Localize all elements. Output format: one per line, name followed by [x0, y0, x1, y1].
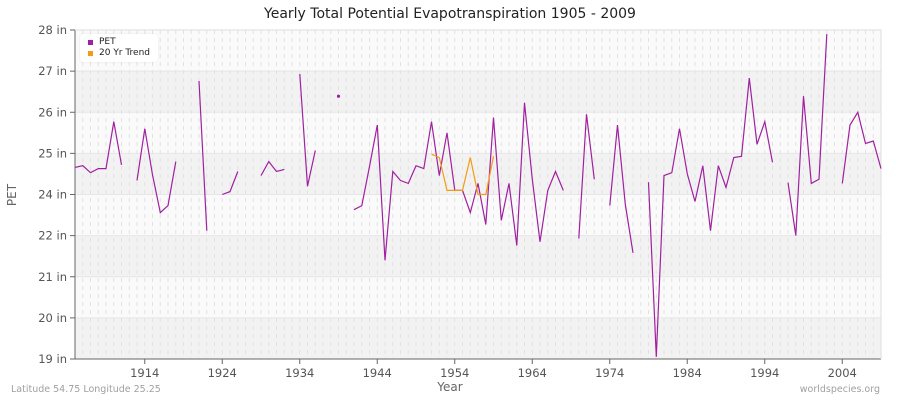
trend-swatch-icon: [88, 51, 93, 56]
pet-line-segment: [136, 128, 177, 214]
y-tick-label: 27 in: [38, 64, 67, 78]
x-axis-title: Year: [437, 380, 463, 394]
pet-line-segment: [222, 171, 239, 196]
vertical-gridlines: [74, 30, 882, 359]
legend-label-trend: 20 Yr Trend: [99, 48, 151, 58]
trend-line: [431, 153, 495, 196]
y-tick-label: 28 in: [38, 23, 67, 37]
x-tick-label: 1984: [673, 366, 702, 380]
legend-label-pet: PET: [99, 37, 116, 47]
chart-title: Yearly Total Potential Evapotranspiratio…: [264, 6, 636, 22]
x-tick-label: 1924: [208, 366, 237, 380]
trend-series-line: [431, 153, 495, 196]
y-tick-label: 19 in: [38, 352, 67, 366]
background-band: [75, 71, 881, 113]
location-caption: Latitude 54.75 Longitude 25.25: [11, 384, 161, 395]
pet-swatch-icon: [88, 40, 93, 45]
pet-line-segment: [198, 80, 208, 231]
x-tick-label: 2004: [828, 366, 857, 380]
y-tick-label: 21 in: [38, 270, 67, 284]
pet-line-segment: [787, 34, 828, 236]
pet-line-segment: [260, 160, 285, 176]
y-tick-label: 24 in: [38, 188, 67, 202]
x-tick-label: 1964: [518, 366, 547, 380]
pet-line-segment: [299, 73, 316, 187]
y-axis-title: PET: [5, 183, 19, 207]
x-tick-label: 1954: [440, 366, 469, 380]
x-tick-label: 1994: [750, 366, 779, 380]
x-axis-ticks: 1914 1924 1934 1944 1954 1964 1974 1984 1994 2004: [130, 359, 857, 380]
y-tick-label: 20 in: [38, 311, 67, 325]
pet-line-segment: [578, 114, 595, 239]
x-tick-label: 1914: [130, 366, 159, 380]
y-tick-label: 26 in: [38, 105, 67, 119]
pet-line-segment: [609, 124, 634, 253]
pet-line-segment: [647, 78, 774, 357]
y-tick-label: 22 in: [38, 229, 67, 243]
x-tick-label: 1974: [595, 366, 624, 380]
source-caption: worldspecies.org: [799, 384, 880, 395]
legend-item-pet[interactable]: PET: [88, 37, 150, 48]
y-axis-ticks: 28 in 27 in 26 in 25 in 24 in 22 in 21 in 20 in…: [38, 23, 75, 366]
x-tick-label: 1934: [285, 366, 314, 380]
pet-data-point: [336, 94, 341, 98]
legend-item-trend[interactable]: 20 Yr Trend: [88, 48, 150, 59]
x-tick-label: 1944: [363, 366, 392, 380]
pet-line-segment: [74, 121, 123, 174]
chart-legend: PET 20 Yr Trend: [80, 34, 159, 62]
y-tick-label: 25 in: [38, 146, 67, 160]
pet-line-segment: [841, 110, 882, 184]
